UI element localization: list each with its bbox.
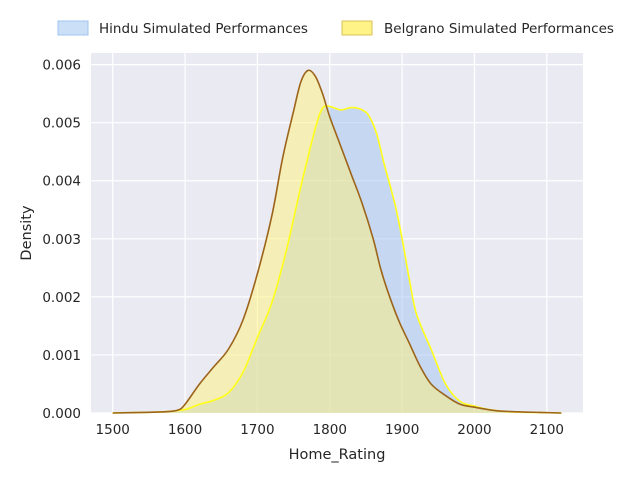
y-axis-ticks: 0.000 0.001 0.002 0.003 0.004 0.005 0.006 bbox=[42, 58, 81, 422]
x-axis-label: Home_Rating bbox=[289, 447, 386, 463]
x-tick-label: 1800 bbox=[313, 422, 347, 438]
legend: Hindu Simulated Performances Belgrano Si… bbox=[57, 20, 614, 37]
legend-label-belgrano: Belgrano Simulated Performances bbox=[384, 21, 614, 37]
density-area-belgrano bbox=[112, 70, 562, 414]
y-axis-label: Density bbox=[19, 205, 35, 261]
x-tick-label: 2000 bbox=[457, 422, 491, 438]
y-tick-label: 0.001 bbox=[42, 348, 81, 364]
series-layer bbox=[112, 69, 562, 414]
x-tick-label: 1700 bbox=[240, 422, 274, 438]
y-tick-label: 0.006 bbox=[42, 58, 81, 74]
x-tick-label: 1900 bbox=[385, 422, 419, 438]
density-line-belgrano bbox=[112, 69, 562, 414]
y-tick-label: 0.002 bbox=[42, 290, 81, 306]
y-tick-label: 0.005 bbox=[42, 116, 81, 132]
legend-label-hindu: Hindu Simulated Performances bbox=[99, 21, 308, 37]
x-tick-label: 1500 bbox=[96, 422, 130, 438]
y-tick-label: 0.004 bbox=[42, 174, 81, 190]
legend-swatch-hindu bbox=[57, 20, 89, 36]
y-tick-label: 0.003 bbox=[42, 232, 81, 248]
y-tick-label: 0.000 bbox=[42, 406, 81, 422]
density-line-hindu bbox=[112, 105, 562, 414]
x-tick-label: 2100 bbox=[530, 422, 564, 438]
x-tick-label: 1600 bbox=[168, 422, 202, 438]
legend-swatch-belgrano bbox=[341, 20, 373, 36]
x-axis-ticks: 1500 1600 1700 1800 1900 2000 2100 bbox=[96, 422, 564, 438]
